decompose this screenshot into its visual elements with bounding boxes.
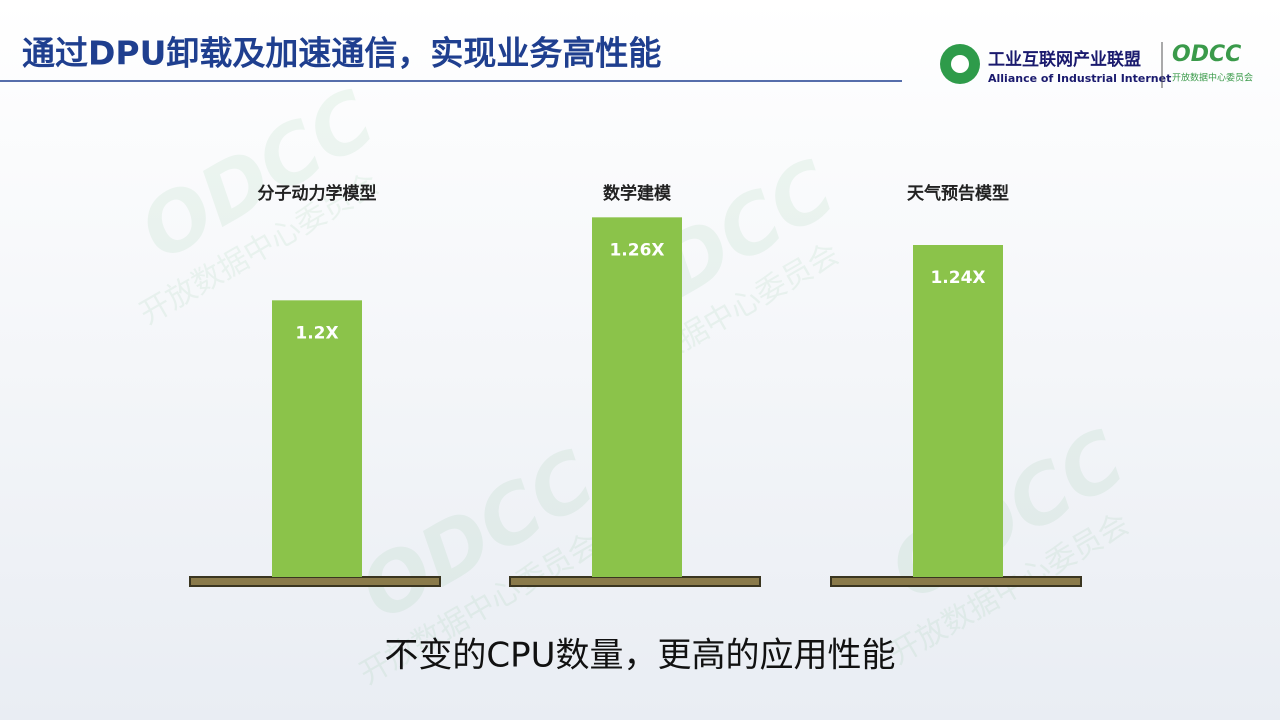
bar-base — [830, 576, 1082, 587]
slide-title: 通过DPU卸载及加速通信，实现业务高性能 — [22, 34, 661, 73]
value-label: 1.26X — [609, 240, 664, 260]
caption: 不变的CPU数量，更高的应用性能 — [384, 636, 895, 676]
bar — [592, 217, 682, 578]
bar-base — [189, 576, 441, 587]
value-label: 1.2X — [295, 323, 338, 343]
logo-cn: 工业互联网产业联盟 — [988, 49, 1141, 70]
plot: 分子动力学模型 1.2X 数学建模 1.26X 天气预告模型 1.24X — [189, 183, 1082, 587]
logo-icon-inner — [951, 55, 969, 73]
bar — [272, 300, 362, 577]
category-label: 数学建模 — [603, 183, 672, 204]
logo2: ODCC — [1172, 42, 1241, 67]
logo2-sub: 开放数据中心委员会 — [1172, 72, 1253, 84]
category-label: 天气预告模型 — [907, 183, 1009, 204]
category-label: 分子动力学模型 — [258, 183, 377, 204]
logo-en: Alliance of Industrial Internet — [988, 72, 1171, 85]
bar-base — [509, 576, 761, 587]
bar — [913, 245, 1003, 577]
value-label: 1.24X — [930, 268, 985, 288]
